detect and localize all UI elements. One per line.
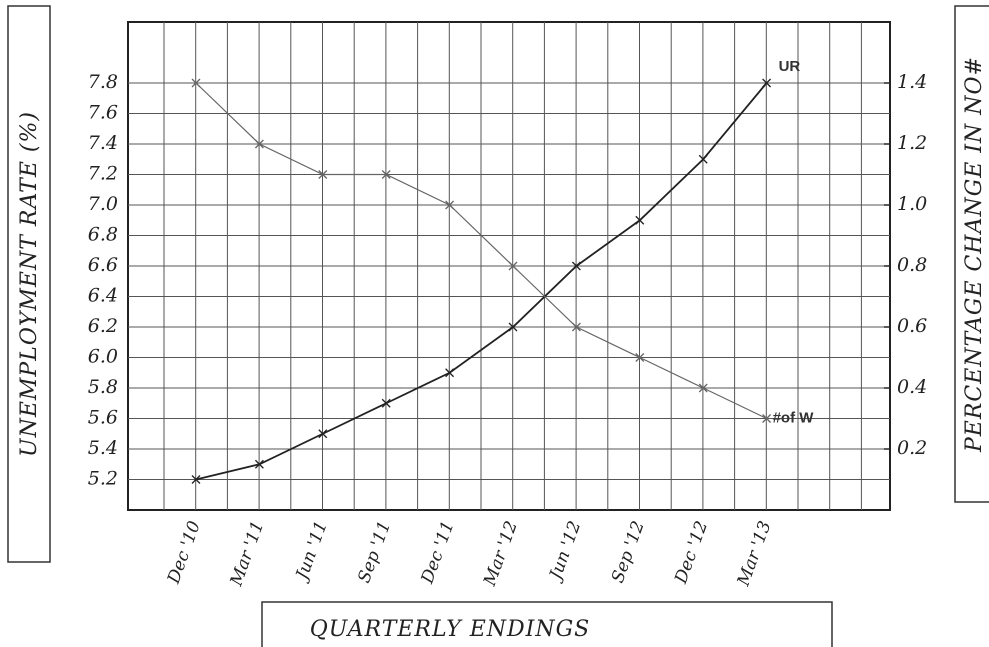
x-tick-label: Jun '11 [291, 518, 331, 584]
y-tick-label: 7.4 [88, 132, 118, 154]
y-tick-label: 6.8 [88, 224, 118, 246]
x-tick-label: Sep '12 [608, 518, 649, 585]
x-tick-label: Mar '13 [733, 518, 775, 589]
y-tick-label: 5.6 [88, 407, 118, 429]
y2-tick-label: 1.4 [897, 71, 927, 93]
y-tick-label: 6.0 [88, 346, 118, 368]
y-tick-label: 5.4 [88, 437, 118, 459]
y2-axis-title: PERCENTAGE CHANGE IN NO# [962, 56, 987, 453]
y2-tick-label: 1.0 [897, 193, 927, 215]
series-label: UR [779, 58, 801, 75]
x-tick-label: Dec '11 [417, 518, 458, 587]
x-tick-label: Mar '12 [480, 518, 522, 589]
chart: UNEMPLOYMENT RATE (%) PERCENTAGE CHANGE … [0, 0, 989, 647]
y-tick-label: 6.4 [88, 285, 118, 307]
y-tick-label: 7.2 [88, 163, 118, 185]
x-tick-label: Jun '12 [545, 518, 585, 584]
y2-tick-label: 0.8 [897, 254, 927, 276]
y2-tick-label: 1.2 [897, 132, 927, 154]
y2-tick-label: 0.2 [897, 437, 927, 459]
y-tick-label: 7.8 [88, 71, 118, 93]
y2-tick-label: 0.4 [897, 376, 927, 398]
y2-tick-label: 0.6 [897, 315, 927, 337]
x-tick-label: Sep '11 [354, 518, 395, 585]
y-tick-label: 6.2 [88, 315, 118, 337]
y-tick-label: 6.6 [88, 254, 118, 276]
series-label: #of W [773, 409, 815, 426]
y-tick-label: 7.0 [88, 193, 118, 215]
y-tick-label: 5.8 [88, 376, 118, 398]
y-tick-label: 5.2 [88, 468, 118, 490]
x-tick-label: Dec '12 [671, 518, 712, 587]
x-tick-label: Mar '11 [226, 518, 268, 589]
y-tick-label: 7.6 [88, 102, 118, 124]
x-tick-label: Dec '10 [164, 518, 205, 587]
y-axis-title: UNEMPLOYMENT RATE (%) [17, 111, 42, 457]
x-axis-title: QUARTERLY ENDINGS [310, 617, 591, 642]
